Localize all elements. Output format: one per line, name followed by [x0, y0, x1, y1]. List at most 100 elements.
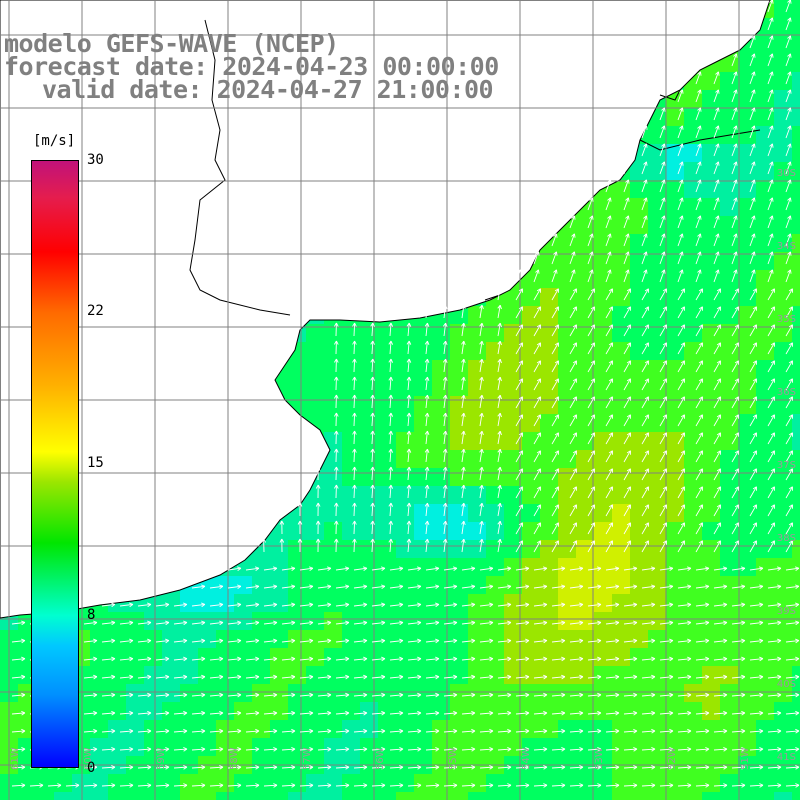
wind-arrow-icon — [497, 394, 502, 409]
wind-arrow-icon — [245, 692, 260, 698]
wind-speed-cell — [108, 792, 127, 800]
wind-speed-cell — [756, 540, 775, 559]
wind-arrow-icon — [785, 125, 792, 139]
wind-speed-cell — [522, 558, 541, 577]
wind-arrow-icon — [713, 638, 728, 644]
wind-arrow-icon — [677, 450, 685, 463]
wind-arrow-icon — [695, 143, 702, 157]
wind-arrow-icon — [659, 692, 674, 698]
wind-arrow-icon — [533, 638, 548, 644]
wind-speed-cell — [756, 774, 775, 793]
wind-arrow-icon — [353, 602, 368, 608]
wind-arrow-icon — [587, 324, 595, 337]
wind-arrow-icon — [695, 674, 710, 680]
wind-arrow-icon — [443, 710, 458, 716]
wind-arrow-icon — [479, 394, 484, 409]
wind-speed-cell — [774, 18, 793, 37]
wind-arrow-icon — [695, 179, 702, 193]
wind-speed-cell — [522, 360, 541, 379]
valid-date: valid date: 2024-04-27 21:00:00 — [42, 75, 494, 104]
wind-arrow-icon — [370, 322, 375, 337]
wind-arrow-icon — [443, 620, 458, 626]
wind-arrow-icon — [515, 486, 523, 499]
colorbar-tick: 30 — [87, 152, 104, 168]
wind-speed-cell — [702, 324, 721, 343]
wind-speed-cell — [378, 612, 397, 631]
wind-speed-cell — [108, 720, 127, 739]
wind-arrow-icon — [713, 602, 728, 608]
wind-speed-cell — [540, 594, 559, 613]
wind-speed-cell — [504, 684, 523, 703]
wind-arrow-icon — [767, 638, 782, 644]
wind-speed-cell — [378, 432, 397, 451]
wind-arrow-icon — [443, 656, 458, 662]
wind-arrow-icon — [569, 360, 577, 373]
wind-arrow-icon — [479, 584, 494, 590]
wind-arrow-icon — [209, 710, 224, 716]
wind-arrow-icon — [677, 251, 684, 265]
wind-speed-cell — [378, 504, 397, 523]
wind-arrow-icon — [443, 584, 458, 590]
wind-speed-cell — [774, 252, 793, 271]
wind-arrow-icon — [173, 692, 188, 698]
wind-arrow-icon — [173, 710, 188, 716]
wind-arrow-icon — [785, 288, 793, 301]
wind-speed-cell — [720, 648, 739, 667]
wind-speed-cell — [324, 396, 343, 415]
wind-speed-cell — [576, 666, 595, 685]
wind-speed-cell — [198, 666, 217, 685]
wind-arrow-icon — [425, 620, 440, 626]
wind-speed-cell — [288, 666, 307, 685]
wind-speed-cell — [594, 612, 613, 631]
wind-arrow-icon — [497, 430, 502, 445]
wind-speed-cell — [738, 54, 757, 73]
wind-arrow-icon — [695, 89, 702, 103]
wind-speed-cell — [288, 594, 307, 613]
wind-arrow-icon — [388, 466, 394, 481]
wind-arrow-icon — [406, 394, 412, 409]
wind-speed-cell — [252, 702, 271, 721]
wind-speed-cell — [450, 396, 469, 415]
wind-speed-cell — [702, 414, 721, 433]
wind-speed-cell — [324, 360, 343, 379]
wind-arrow-icon — [623, 602, 638, 608]
wind-speed-cell — [522, 648, 541, 667]
wind-speed-cell — [738, 612, 757, 631]
wind-speed-cell — [468, 702, 487, 721]
wind-speed-cell — [648, 126, 667, 145]
wind-speed-cell — [558, 612, 577, 631]
wind-speed-cell — [720, 558, 739, 577]
wind-arrow-icon — [335, 728, 350, 734]
wind-arrow-icon — [623, 468, 631, 481]
wind-speed-cell — [648, 702, 667, 721]
longitude-label: 58W — [229, 747, 240, 770]
wind-arrow-icon — [533, 414, 541, 427]
wind-arrow-icon — [315, 484, 321, 499]
wind-speed-cell — [342, 612, 361, 631]
wind-speed-cell — [342, 684, 361, 703]
wind-speed-cell — [792, 90, 800, 109]
wind-arrow-icon — [370, 412, 375, 427]
wind-arrow-icon — [713, 125, 720, 139]
wind-speed-cell — [432, 738, 451, 757]
wind-speed-cell — [666, 630, 685, 649]
longitude-label: 52W — [667, 747, 678, 770]
wind-arrow-icon — [659, 342, 667, 355]
wind-arrow-icon — [641, 602, 656, 608]
wind-arrow-icon — [695, 251, 702, 265]
wind-speed-cell — [684, 198, 703, 217]
wind-speed-cell — [684, 360, 703, 379]
wind-speed-cell — [216, 630, 235, 649]
wind-arrow-icon — [461, 394, 466, 409]
wind-speed-cell — [594, 378, 613, 397]
wind-arrow-icon — [749, 414, 757, 427]
wind-speed-cell — [630, 630, 649, 649]
wind-speed-cell — [576, 486, 595, 505]
wind-arrow-icon — [424, 394, 430, 409]
wind-speed-cell — [612, 576, 631, 595]
wind-arrow-icon — [569, 306, 577, 319]
wind-speed-cell — [594, 198, 613, 217]
wind-arrow-icon — [605, 360, 613, 373]
wind-speed-cell — [216, 576, 235, 595]
wind-speed-cell — [450, 378, 469, 397]
